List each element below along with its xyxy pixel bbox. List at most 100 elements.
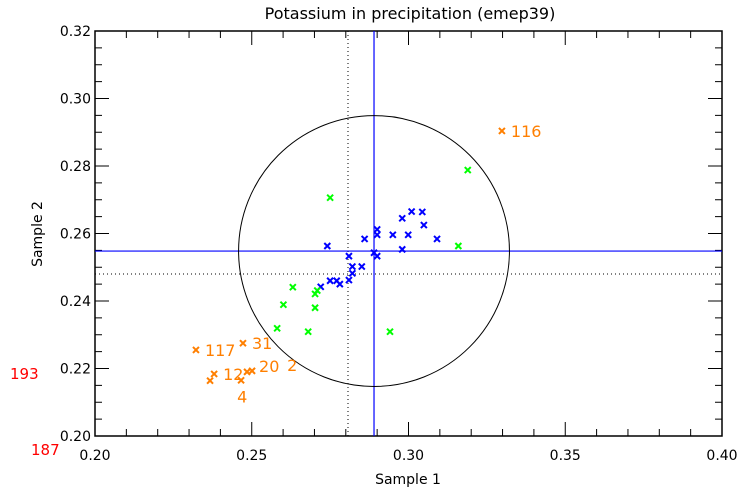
x-marker (192, 346, 200, 354)
data-point (336, 280, 344, 288)
data-point: 31 (239, 334, 272, 353)
data-point (373, 231, 381, 239)
data-point (398, 245, 406, 254)
y-tick-label: 0.22 (60, 362, 91, 378)
x-marker (248, 367, 256, 375)
data-point (345, 252, 353, 260)
point-label: 116 (511, 122, 542, 141)
x-marker (398, 214, 406, 223)
offscale-label-193: 193 (10, 365, 39, 383)
data-point (345, 276, 353, 284)
x-marker (304, 328, 312, 336)
x-marker (454, 242, 463, 250)
data-point: 116 (498, 122, 542, 141)
x-marker (498, 127, 506, 135)
data-point (311, 290, 319, 298)
x-marker (433, 235, 441, 243)
x-marker (358, 262, 366, 271)
point-label: 20 (259, 357, 279, 376)
x-tick-label: 0.35 (550, 448, 581, 464)
y-tick-label: 0.24 (60, 294, 91, 310)
x-marker (279, 301, 288, 309)
data-point: 2 (248, 356, 297, 375)
x-marker (418, 208, 427, 216)
point-label: 31 (252, 334, 272, 353)
x-marker (386, 328, 394, 336)
data-point (386, 328, 394, 336)
x-marker (273, 324, 281, 333)
data-point (404, 231, 412, 239)
y-tick-label: 0.28 (60, 159, 91, 175)
x-marker (398, 245, 406, 254)
x-marker (345, 276, 353, 284)
data-point (418, 208, 427, 216)
data-point (358, 262, 366, 271)
data-point (407, 207, 416, 216)
data-point (464, 166, 472, 174)
data-point (420, 221, 428, 229)
x-tick-label: 0.25 (236, 448, 267, 464)
data-point (373, 252, 381, 260)
data-point (289, 283, 297, 291)
data-point: 20 (243, 357, 279, 376)
data-point: 117 (192, 341, 236, 360)
data-point (273, 324, 281, 333)
x-marker (360, 235, 369, 243)
offscale-label-187: 187 (31, 441, 60, 459)
x-marker (239, 339, 247, 347)
data-point (206, 376, 214, 385)
x-marker (407, 207, 416, 216)
data-point (360, 235, 369, 243)
x-marker (336, 280, 344, 288)
x-marker (311, 290, 319, 298)
x-marker (389, 231, 397, 239)
data-point (323, 242, 332, 250)
y-axis-label: Sample 2 (30, 201, 46, 267)
data-point (304, 328, 312, 336)
x-marker (420, 221, 428, 229)
data-point (326, 194, 334, 202)
x-axis-label: Sample 1 (375, 472, 441, 488)
data-point (348, 262, 357, 271)
plot-marks: 116 117 31 12 4 20 2 (95, 31, 722, 436)
x-tick-label: 0.20 (79, 448, 110, 464)
x-marker (289, 283, 297, 291)
point-label: 12 (223, 365, 243, 384)
data-point (311, 304, 319, 312)
point-label: 2 (287, 356, 297, 375)
data-point: 4 (237, 376, 247, 406)
x-marker (237, 376, 245, 385)
tolerance-circle (238, 115, 510, 387)
data-point (398, 214, 406, 223)
axes: 0.20 0.25 0.30 0.35 0.40 0.20 0.22 0.24 0.26 0.28… (60, 24, 738, 464)
y-tick-label: 0.30 (60, 92, 91, 108)
x-marker (206, 376, 214, 385)
data-point (348, 269, 357, 278)
x-marker (404, 231, 412, 239)
x-tick-label: 0.40 (706, 448, 737, 464)
data-point: 12 (210, 365, 243, 384)
data-point (454, 242, 463, 250)
data-point (279, 301, 288, 309)
x-marker (243, 368, 251, 376)
x-marker (311, 304, 319, 312)
data-point (326, 277, 334, 285)
y-tick-label: 0.26 (60, 227, 91, 243)
point-label: 4 (237, 387, 247, 406)
x-marker (348, 262, 357, 271)
x-marker (464, 166, 472, 174)
data-point (433, 235, 441, 243)
x-marker (373, 231, 381, 239)
data-point (389, 231, 397, 239)
x-marker (345, 252, 353, 260)
y-tick-label: 0.20 (60, 429, 91, 445)
y-tick-label: 0.32 (60, 24, 91, 40)
point-label: 117 (205, 341, 236, 360)
x-marker (326, 277, 334, 285)
chart-title: Potassium in precipitation (emep39) (265, 4, 556, 23)
x-marker (326, 194, 334, 202)
x-marker (210, 370, 218, 378)
x-marker (348, 269, 357, 278)
x-tick-label: 0.30 (393, 448, 424, 464)
